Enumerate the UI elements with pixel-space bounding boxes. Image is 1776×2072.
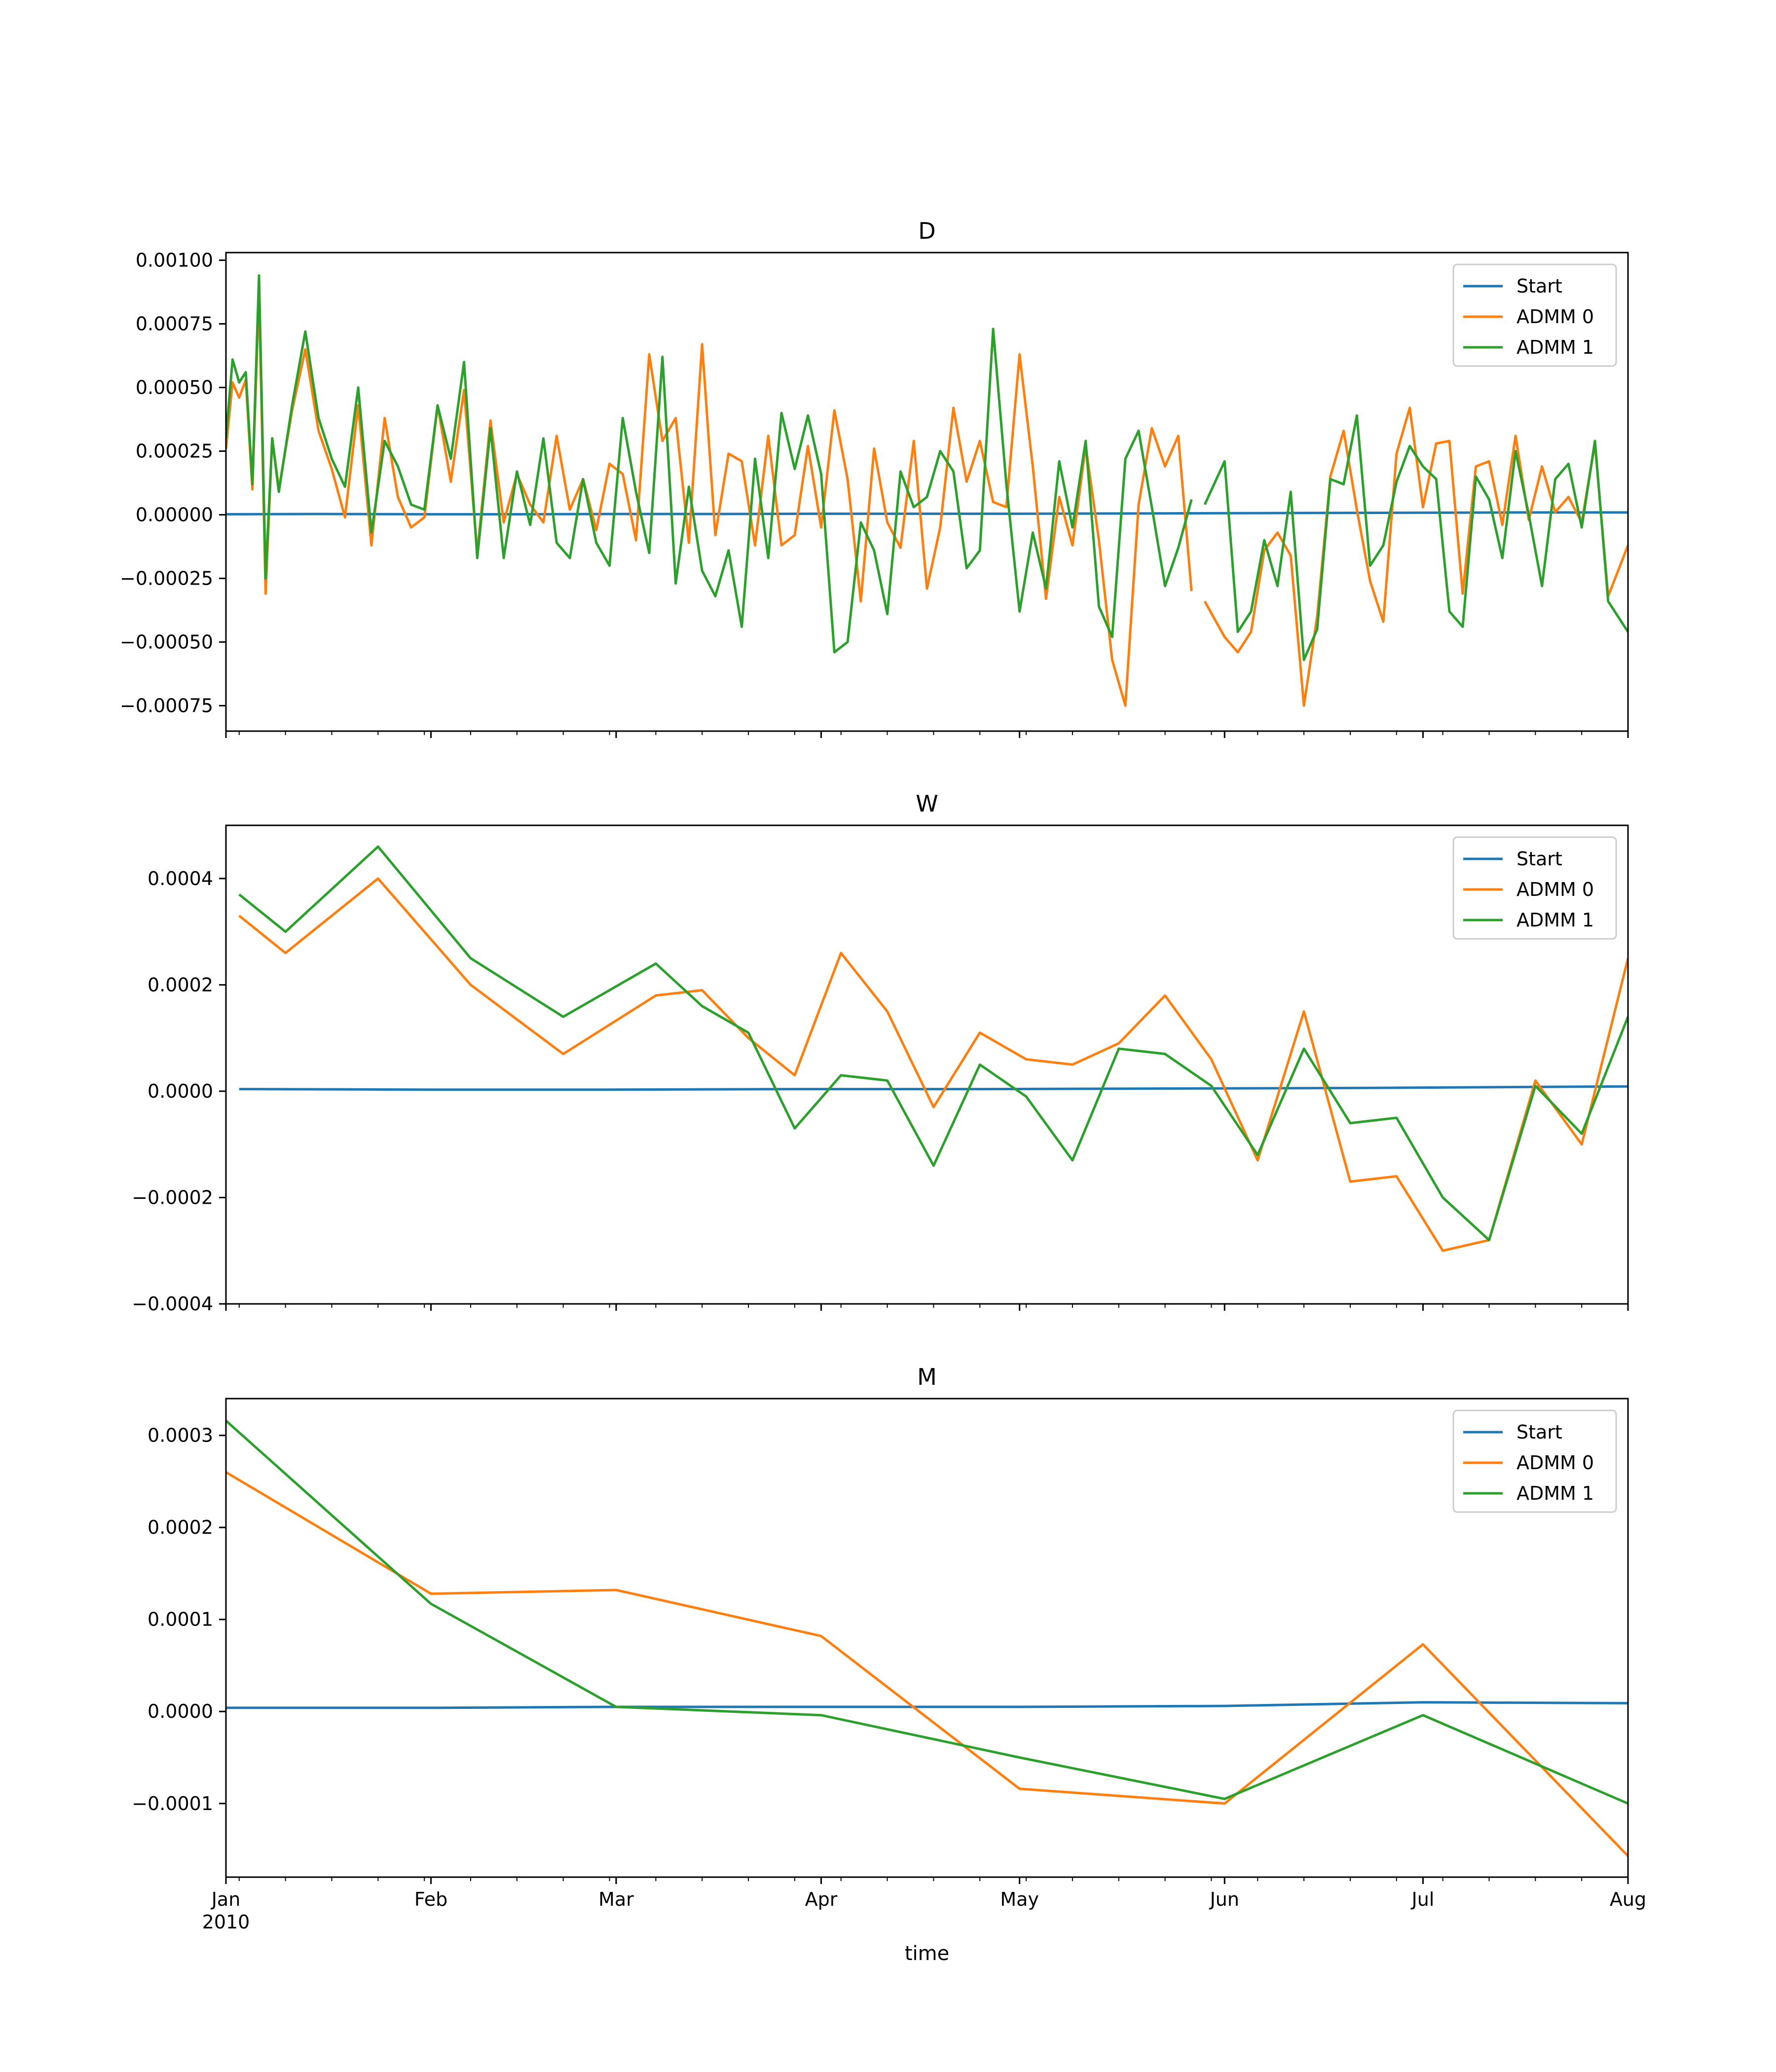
legend-box bbox=[1452, 1409, 1617, 1513]
y-tick-label: 0.0004 bbox=[148, 868, 213, 889]
y-tick-label: 0.0000 bbox=[148, 1701, 213, 1722]
plot-frame bbox=[225, 1398, 1629, 1878]
series-line-start bbox=[226, 511, 1628, 516]
panel-M: M −0.0001 0.0000 0.0001 0.0002 0.0003 Jan Feb Ma… bbox=[132, 1364, 1646, 1965]
y-tick-label: −0.00050 bbox=[120, 631, 213, 653]
y-tick-label: −0.0002 bbox=[132, 1186, 213, 1208]
legend-label: ADMM 0 bbox=[1517, 306, 1594, 328]
legend-box bbox=[1452, 263, 1617, 367]
panel-title: D bbox=[918, 218, 935, 244]
y-tick-label: −0.00025 bbox=[120, 567, 213, 589]
series-line-admm-0 bbox=[226, 1471, 1628, 1857]
y-tick-label: 0.00025 bbox=[136, 440, 213, 462]
x-tick-label: Jul bbox=[1410, 1888, 1434, 1910]
panel-title: W bbox=[916, 790, 938, 817]
series-line-admm-1 bbox=[226, 274, 1628, 661]
legend: Start ADMM 0 ADMM 1 bbox=[1452, 836, 1617, 940]
legend-label: ADMM 1 bbox=[1517, 909, 1594, 931]
plot-frame bbox=[225, 824, 1629, 1305]
x-tick-label: Aug bbox=[1610, 1888, 1646, 1910]
legend-box bbox=[1452, 836, 1617, 940]
legend-label: ADMM 1 bbox=[1517, 336, 1594, 358]
panel-W: W −0.0004 −0.0002 0.0000 0.0002 0.0004 Start AD… bbox=[132, 790, 1629, 1315]
y-tick-label: 0.00050 bbox=[136, 376, 213, 398]
x-tick-label: Apr bbox=[805, 1888, 838, 1910]
x-tick-label: Feb bbox=[414, 1888, 447, 1910]
legend-label: ADMM 0 bbox=[1517, 879, 1594, 900]
legend: Start ADMM 0 ADMM 1 bbox=[1452, 263, 1617, 367]
y-tick-label: 0.0000 bbox=[148, 1080, 213, 1102]
y-tick-label: −0.0004 bbox=[132, 1293, 213, 1315]
x-axis-label: time bbox=[905, 1942, 949, 1965]
x-year-label: 2010 bbox=[202, 1911, 250, 1933]
plot-frame bbox=[225, 252, 1629, 732]
legend: Start ADMM 0 ADMM 1 bbox=[1452, 1409, 1617, 1513]
y-tick-label: 0.0003 bbox=[148, 1425, 213, 1446]
legend-label: Start bbox=[1517, 848, 1562, 870]
y-tick-label: 0.00000 bbox=[136, 504, 213, 525]
legend-label: Start bbox=[1517, 1421, 1562, 1443]
series-line-start bbox=[226, 1701, 1628, 1709]
legend-label: ADMM 0 bbox=[1517, 1452, 1594, 1474]
panel-title: M bbox=[917, 1364, 937, 1390]
series-line-admm-1 bbox=[238, 845, 1628, 1242]
y-tick-label: 0.00075 bbox=[136, 313, 213, 334]
y-tick-label: −0.00075 bbox=[120, 695, 213, 716]
y-tick-label: 0.0002 bbox=[148, 974, 213, 996]
series-line-start bbox=[239, 1085, 1628, 1091]
x-tick-label: May bbox=[1000, 1888, 1039, 1910]
y-tick-label: 0.0002 bbox=[148, 1517, 213, 1538]
x-tick-label: Jan bbox=[211, 1888, 241, 1910]
series-line-admm-1 bbox=[226, 1419, 1628, 1805]
x-tick-label: Mar bbox=[598, 1888, 634, 1910]
y-tick-label: 0.0001 bbox=[148, 1609, 213, 1630]
x-tick-label: Jun bbox=[1209, 1888, 1239, 1910]
y-tick-label: 0.00100 bbox=[136, 249, 213, 271]
legend-label: ADMM 1 bbox=[1517, 1482, 1594, 1504]
series-line-admm-0 bbox=[238, 877, 1628, 1252]
y-tick-label: −0.0001 bbox=[132, 1793, 213, 1814]
panel-D: D −0.00075 −0.00050 −0.00025 0.00000 0.00025 0… bbox=[120, 218, 1629, 738]
legend-label: Start bbox=[1517, 275, 1562, 297]
